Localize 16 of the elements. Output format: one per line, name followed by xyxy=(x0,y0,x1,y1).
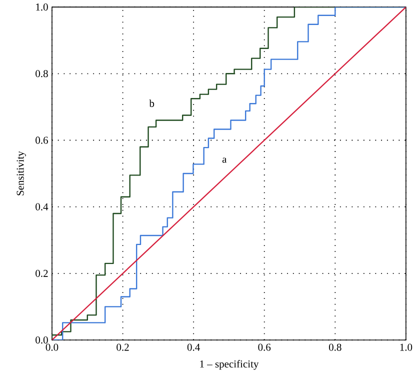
x-tick-label: 0.8 xyxy=(328,344,342,351)
series-label: a xyxy=(222,158,227,163)
x-axis-title: 1 – specificity xyxy=(200,360,259,370)
x-tick-label: 0.6 xyxy=(258,344,271,351)
x-tick-label: 0.2 xyxy=(116,344,129,351)
series-label: b xyxy=(149,100,154,107)
y-axis-title: Sensitivity xyxy=(16,151,26,196)
y-tick-label: 0.0 xyxy=(36,336,48,344)
y-tick-label: 1.0 xyxy=(36,4,48,11)
x-tick-label: 0.4 xyxy=(187,344,200,351)
x-tick-label: 1.0 xyxy=(400,344,412,351)
y-tick-label: 0.8 xyxy=(36,70,48,78)
y-tick-label: 0.4 xyxy=(36,203,48,210)
x-tick-label: 0.0 xyxy=(46,344,58,351)
y-tick-label: 0.6 xyxy=(36,136,48,144)
y-tick-label: 0.2 xyxy=(36,270,48,277)
